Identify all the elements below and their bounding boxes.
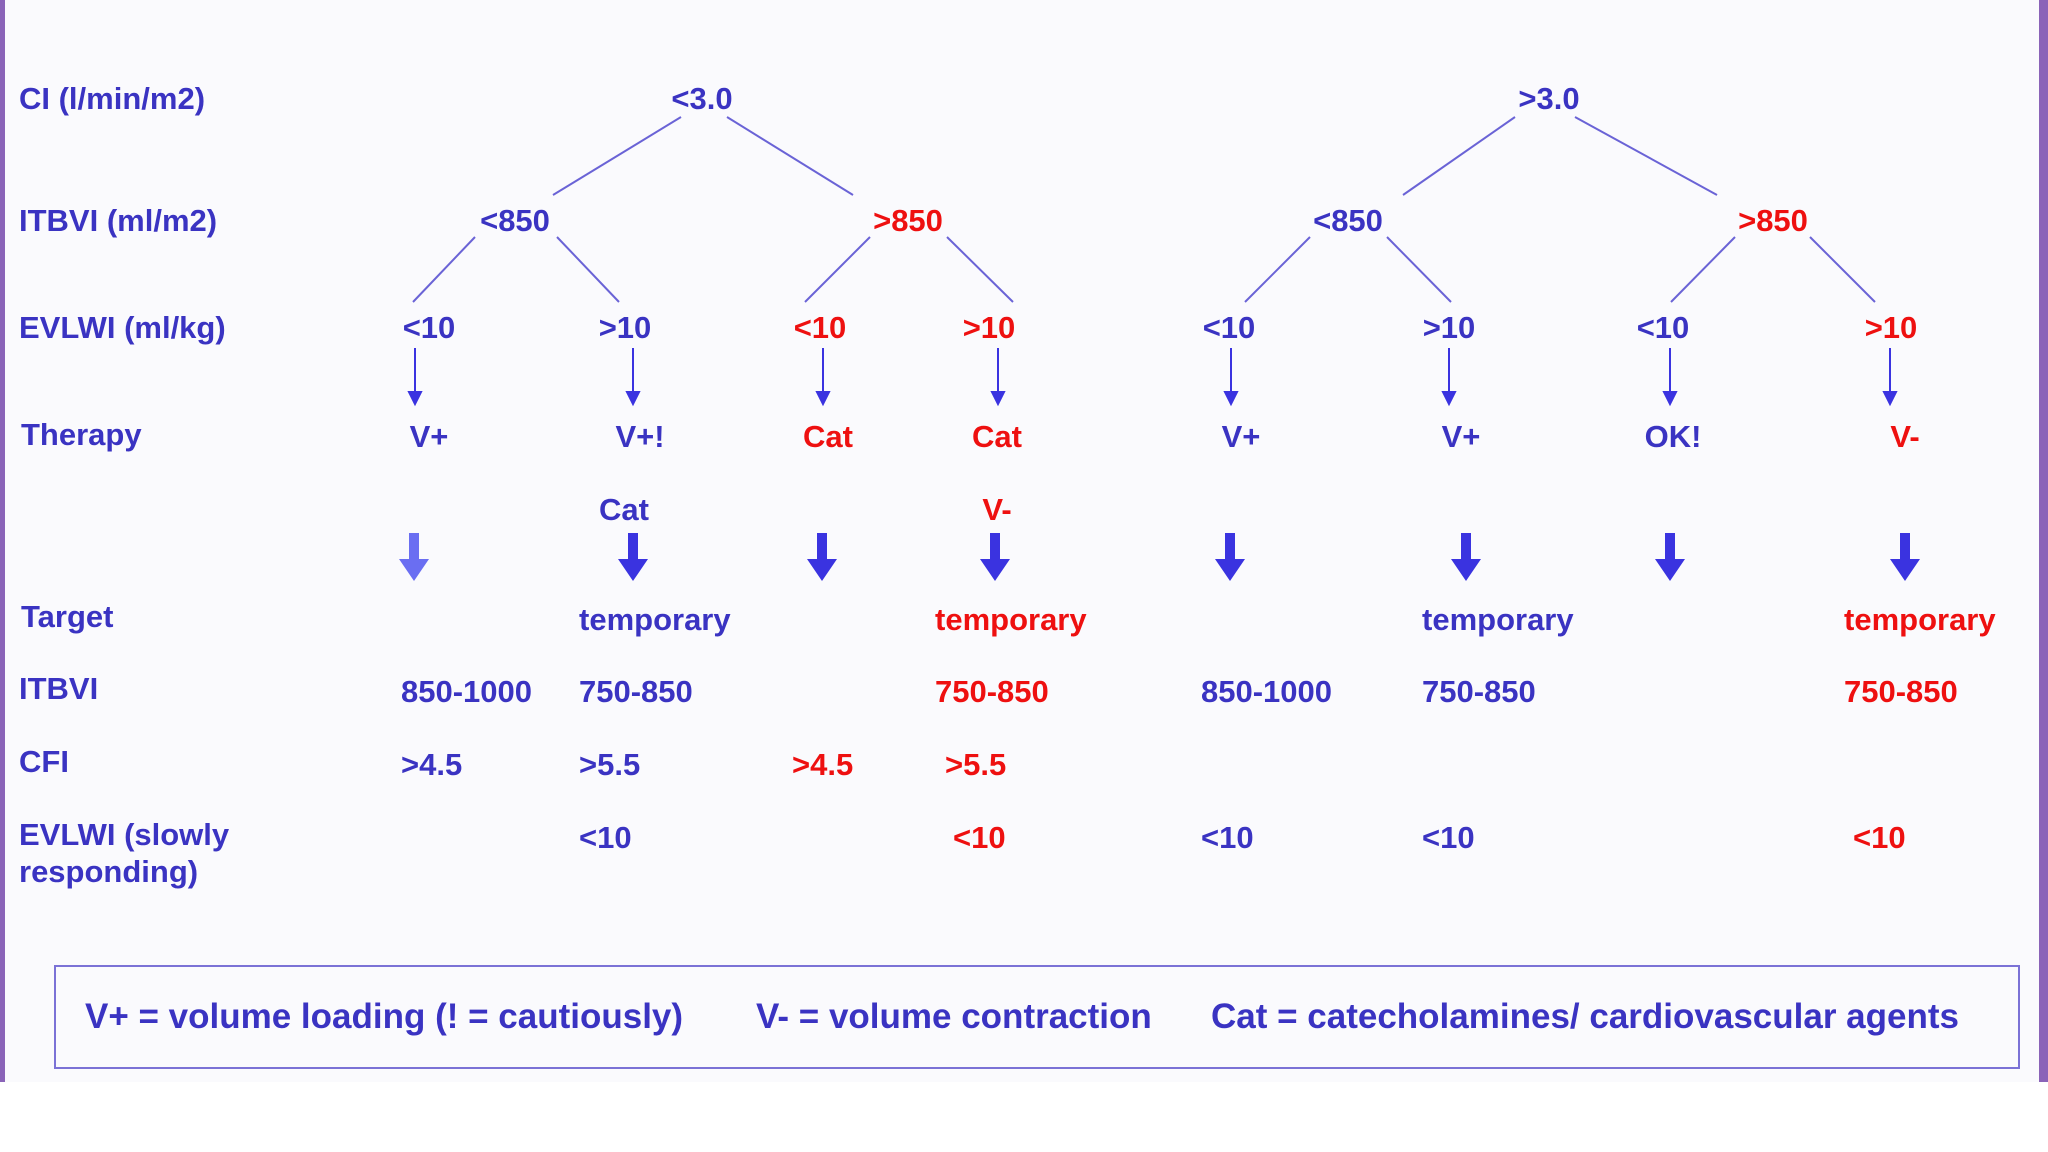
down-arrow-icon <box>399 533 429 581</box>
row-label-evlwi-slow-1: EVLWI (slowly <box>19 817 230 852</box>
target-itbvi-2: 750-850 <box>579 674 693 709</box>
target-temporary-8: temporary <box>1844 602 1996 637</box>
therapy-8: V- <box>1890 419 1920 454</box>
down-arrow-icon <box>807 533 837 581</box>
ci-node-lt-3: <3.0 <box>671 81 733 116</box>
therapy-7: OK! <box>1644 419 1702 454</box>
target-evlwi-6: <10 <box>1422 820 1475 855</box>
legend-v-minus: V- = volume contraction <box>756 997 1152 1036</box>
decision-tree-connectors <box>407 116 1898 407</box>
row-label-evlwi-slow-2: responding) <box>19 854 199 889</box>
target-evlwi-5: <10 <box>1201 820 1254 855</box>
evlwi-node-7: <10 <box>1636 310 1690 345</box>
evlwi-node-4: >10 <box>962 310 1016 345</box>
therapy-2: V+! <box>615 419 665 454</box>
row-label-target-itbvi: ITBVI <box>19 671 99 706</box>
target-itbvi-5: 850-1000 <box>1201 674 1333 709</box>
target-temporary-2: temporary <box>579 602 731 637</box>
evlwi-node-1: <10 <box>402 310 456 345</box>
row-label-itbvi: ITBVI (ml/m2) <box>19 203 218 238</box>
itbvi-node-1: <850 <box>480 203 550 238</box>
down-arrow-icon <box>1890 533 1920 581</box>
target-itbvi-4: 750-850 <box>935 674 1049 709</box>
therapy-3: Cat <box>803 419 853 454</box>
legend-cat: Cat = catecholamines/ cardiovascular age… <box>1211 997 1959 1036</box>
evlwi-node-5: <10 <box>1202 310 1256 345</box>
legend-v-plus: V+ = volume loading (! = cautiously) <box>85 997 684 1036</box>
target-cfi-3: >4.5 <box>792 747 854 782</box>
evlwi-node-3: <10 <box>793 310 847 345</box>
row-label-ci: CI (l/min/m2) <box>19 81 206 116</box>
target-evlwi-4: <10 <box>953 820 1006 855</box>
arrowhead-icon <box>990 391 1006 407</box>
down-arrow-icon <box>1215 533 1245 581</box>
therapy-4: Cat <box>972 419 1022 454</box>
target-itbvi-1: 850-1000 <box>401 674 533 709</box>
target-itbvi-8: 750-850 <box>1844 674 1958 709</box>
target-evlwi-8: <10 <box>1853 820 1906 855</box>
itbvi-node-4: >850 <box>1738 203 1808 238</box>
arrowhead-icon <box>815 391 831 407</box>
slide: CI (l/min/m2) ITBVI (ml/m2) EVLWI (ml/kg… <box>0 0 2048 1082</box>
down-arrow-icon <box>980 533 1010 581</box>
therapy-1: V+ <box>409 419 449 454</box>
evlwi-node-8: >10 <box>1864 310 1918 345</box>
row-label-therapy: Therapy <box>21 417 142 452</box>
row-label-cfi: CFI <box>19 744 69 779</box>
itbvi-node-3: <850 <box>1313 203 1383 238</box>
evlwi-node-6: >10 <box>1422 310 1476 345</box>
arrowhead-icon <box>625 391 641 407</box>
target-cfi-1: >4.5 <box>401 747 463 782</box>
down-arrow-icon <box>1451 533 1481 581</box>
therapy-6: V+ <box>1441 419 1481 454</box>
arrowhead-icon <box>1662 391 1678 407</box>
arrowhead-icon <box>1882 391 1898 407</box>
target-temporary-4: temporary <box>935 602 1087 637</box>
target-temporary-6: temporary <box>1422 602 1574 637</box>
row-label-evlwi: EVLWI (ml/kg) <box>19 310 226 345</box>
arrowhead-icon <box>1223 391 1239 407</box>
row-label-target: Target <box>21 599 114 634</box>
legend-box: V+ = volume loading (! = cautiously) V- … <box>54 965 2020 1069</box>
arrowhead-icon <box>407 391 423 407</box>
evlwi-node-2: >10 <box>598 310 652 345</box>
target-itbvi-6: 750-850 <box>1422 674 1536 709</box>
ci-node-gt-3: >3.0 <box>1518 81 1580 116</box>
target-evlwi-2: <10 <box>579 820 632 855</box>
down-arrow-icon <box>1655 533 1685 581</box>
target-cfi-4: >5.5 <box>945 747 1007 782</box>
therapy-4-secondary: V- <box>982 492 1012 527</box>
itbvi-node-2: >850 <box>873 203 943 238</box>
arrowhead-icon <box>1441 391 1457 407</box>
therapy-2-secondary: Cat <box>599 492 649 527</box>
down-arrow-icon <box>618 533 648 581</box>
therapy-5: V+ <box>1221 419 1261 454</box>
target-cfi-2: >5.5 <box>579 747 641 782</box>
